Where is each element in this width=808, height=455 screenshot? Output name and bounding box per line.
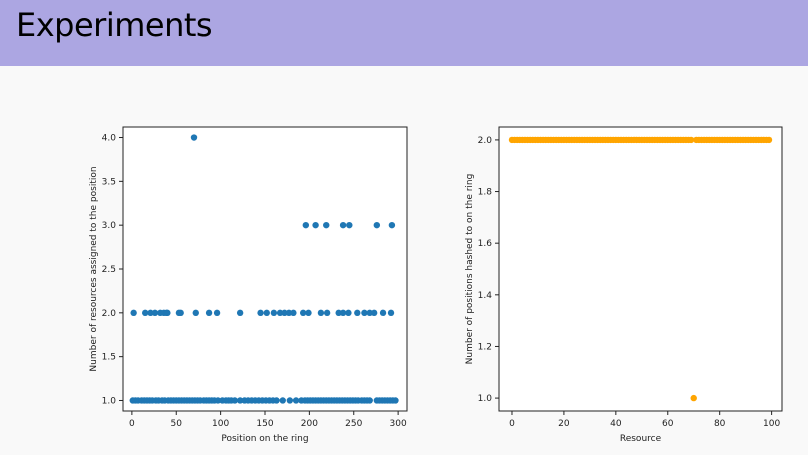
data-point (271, 310, 277, 316)
data-point (340, 222, 346, 228)
data-point (237, 310, 243, 316)
x-tick-label: 0 (509, 419, 515, 429)
data-point (389, 222, 395, 228)
data-point (303, 222, 309, 228)
x-tick-label: 20 (558, 419, 570, 429)
y-tick-label: 2.0 (478, 136, 493, 146)
data-point (177, 310, 183, 316)
data-point (214, 310, 220, 316)
data-point (367, 397, 373, 403)
x-tick-label: 100 (763, 419, 780, 429)
x-axis-label: Position on the ring (221, 434, 308, 444)
y-tick-label: 1.2 (478, 342, 492, 352)
plot-area (499, 127, 782, 411)
y-tick-label: 2.0 (102, 309, 117, 319)
x-tick-label: 60 (662, 419, 674, 429)
data-point (380, 310, 386, 316)
y-tick-label: 1.5 (102, 353, 116, 363)
chart-1: 0 50 100 150 200 250 300 1.0 1.5 2.0 2.5 3.0 3.5 4.0 P… (89, 127, 407, 444)
x-tick-label: 250 (345, 419, 362, 429)
y-tick-label: 1.8 (478, 188, 493, 198)
x-tick-label: 0 (129, 419, 135, 429)
data-point (346, 222, 352, 228)
data-point (264, 310, 270, 316)
x-tick-label: 50 (171, 419, 183, 429)
data-point (193, 310, 199, 316)
plot-area (123, 127, 407, 411)
data-point (280, 397, 286, 403)
data-point (290, 310, 296, 316)
y-tick-label: 1.4 (478, 291, 493, 301)
y-tick-label: 1.0 (478, 394, 493, 404)
data-point (130, 310, 136, 316)
data-point (323, 222, 329, 228)
data-point (206, 310, 212, 316)
x-axis-label: Resource (620, 434, 662, 444)
data-point (371, 310, 377, 316)
y-tick-label: 2.5 (102, 265, 116, 275)
y-tick-label: 3.0 (102, 221, 117, 231)
x-tick-label: 80 (714, 419, 726, 429)
data-point (691, 395, 697, 401)
data-point (312, 222, 318, 228)
x-tick-label: 200 (301, 419, 318, 429)
x-tick-label: 300 (390, 419, 407, 429)
data-point (354, 310, 360, 316)
data-point (318, 310, 324, 316)
data-point (392, 397, 398, 403)
y-tick-label: 4.0 (102, 134, 117, 144)
data-point (273, 397, 279, 403)
data-point (374, 222, 380, 228)
data-point (345, 310, 351, 316)
data-point (324, 310, 330, 316)
x-tick-label: 150 (256, 419, 273, 429)
data-point (287, 397, 293, 403)
chart-2: 0 20 40 60 80 100 1.0 1.2 1.4 1.6 1.8 2.0 Resource Nu… (465, 127, 782, 444)
data-point (388, 310, 394, 316)
x-tick-label: 40 (610, 419, 622, 429)
y-tick-label: 3.5 (102, 177, 116, 187)
y-axis-label: Number of positions hashed to on the rin… (465, 174, 475, 365)
data-point (164, 310, 170, 316)
data-point (191, 134, 197, 140)
y-tick-label: 1.6 (478, 239, 493, 249)
x-tick-label: 100 (212, 419, 229, 429)
data-point (305, 310, 311, 316)
data-point (766, 137, 772, 143)
y-axis-label: Number of resources assigned to the posi… (89, 166, 99, 371)
y-tick-label: 1.0 (102, 396, 117, 406)
data-point (257, 310, 263, 316)
